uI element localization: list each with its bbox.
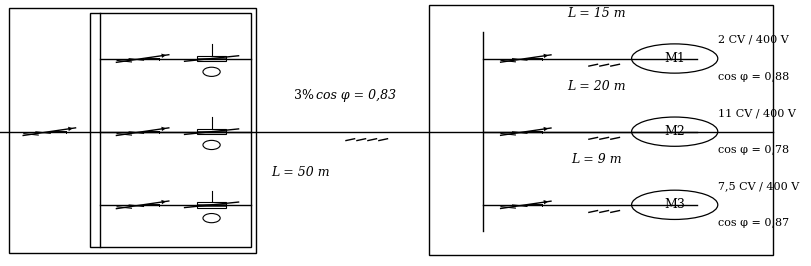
Ellipse shape xyxy=(203,214,220,223)
Circle shape xyxy=(631,190,717,219)
Bar xyxy=(429,5,772,255)
Text: 3%: 3% xyxy=(294,89,314,102)
Bar xyxy=(197,202,225,207)
Bar xyxy=(197,56,225,61)
Text: cos φ = 0,83: cos φ = 0,83 xyxy=(316,89,396,102)
Text: L = 15 m: L = 15 m xyxy=(566,7,624,20)
Text: cos φ = 0,88: cos φ = 0,88 xyxy=(717,72,788,82)
Text: M2: M2 xyxy=(663,125,684,138)
Bar xyxy=(10,8,256,253)
Circle shape xyxy=(631,44,717,73)
Text: cos φ = 0,78: cos φ = 0,78 xyxy=(717,145,788,155)
Text: 7,5 CV / 400 V: 7,5 CV / 400 V xyxy=(717,181,798,191)
Text: cos φ = 0,87: cos φ = 0,87 xyxy=(717,218,788,228)
Text: L = 20 m: L = 20 m xyxy=(566,80,624,93)
Text: 2 CV / 400 V: 2 CV / 400 V xyxy=(717,35,787,45)
Ellipse shape xyxy=(203,67,220,76)
Bar xyxy=(90,13,251,247)
Text: 11 CV / 400 V: 11 CV / 400 V xyxy=(717,108,795,118)
Ellipse shape xyxy=(203,140,220,149)
Bar xyxy=(197,129,225,134)
Text: L = 9 m: L = 9 m xyxy=(570,153,621,166)
Circle shape xyxy=(631,117,717,146)
Text: M3: M3 xyxy=(663,198,684,211)
Text: L = 50 m: L = 50 m xyxy=(271,167,329,179)
Text: M1: M1 xyxy=(663,52,684,65)
